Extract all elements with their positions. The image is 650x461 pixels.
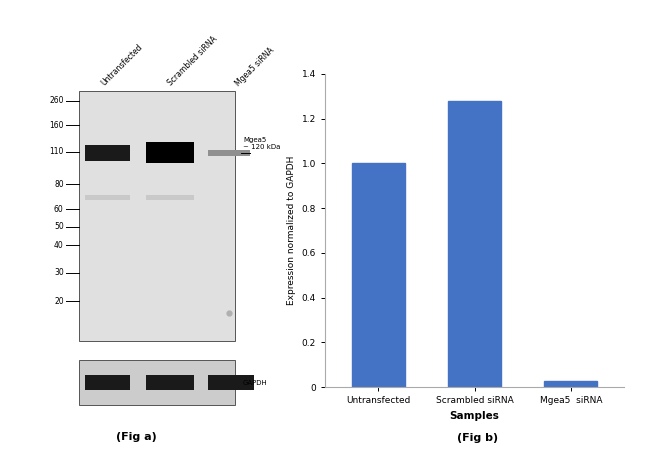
Text: (Fig b): (Fig b) [457,432,499,443]
Text: 80: 80 [54,180,64,189]
Text: 20: 20 [54,297,64,306]
Bar [208,375,254,390]
Bar [208,149,250,156]
Text: Mgea5 siRNA: Mgea5 siRNA [234,46,276,88]
Bar [146,142,194,163]
Text: 160: 160 [49,121,64,130]
Bar [545,380,597,387]
Text: 40: 40 [54,241,64,250]
Text: Untransfected: Untransfected [99,43,144,88]
Bar [84,195,130,200]
Text: 60: 60 [54,205,64,214]
Bar [352,163,404,387]
Text: 30: 30 [54,268,64,278]
Bar [146,195,194,200]
Bar [448,100,501,387]
Text: GAPDH: GAPDH [243,379,268,385]
Bar [146,375,194,390]
X-axis label: Samples: Samples [450,411,499,421]
Bar [84,375,130,390]
Text: (Fig a): (Fig a) [116,431,157,442]
Text: Scrambled siRNA: Scrambled siRNA [166,35,220,88]
Text: 50: 50 [54,222,64,231]
Text: 260: 260 [49,96,64,106]
Y-axis label: Expression normalized to GAPDH: Expression normalized to GAPDH [287,156,296,305]
Bar [79,360,235,405]
Bar [84,145,130,160]
Text: 110: 110 [49,148,64,156]
Text: Mgea5
~ 120 kDa: Mgea5 ~ 120 kDa [243,136,281,150]
Bar [79,91,235,341]
